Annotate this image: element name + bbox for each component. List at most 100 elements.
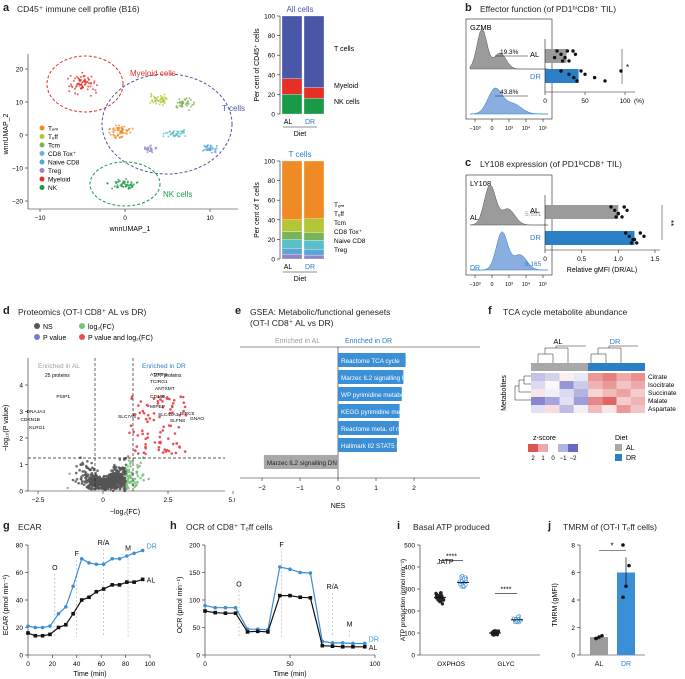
umap-dot — [154, 147, 157, 150]
series-label-al: AL — [369, 645, 378, 652]
atp-point — [434, 591, 438, 596]
series-point-al — [71, 611, 75, 616]
hbar-point — [552, 55, 557, 60]
gsea-x-tick-label: 0 — [336, 485, 340, 492]
umap-dot — [174, 134, 177, 137]
volcano-point — [104, 477, 108, 481]
umap-legend-dot — [39, 185, 45, 190]
series-point-dr — [79, 556, 84, 561]
y-tick-label: 60 — [268, 53, 276, 60]
volcano-point — [127, 470, 131, 473]
volcano-point — [167, 449, 171, 453]
volcano-point — [94, 480, 98, 484]
series-point-dr — [278, 565, 282, 569]
volcano-point — [136, 452, 140, 455]
injection-label: O — [52, 565, 58, 572]
umap-dot — [205, 148, 208, 151]
heatmap-cell — [531, 397, 546, 405]
volcano-point — [152, 397, 156, 400]
umap-dot — [172, 131, 175, 134]
zscore-swatch — [548, 444, 558, 452]
ly108-histogram-al — [469, 184, 548, 226]
diet-legend-al-swatch — [615, 444, 622, 451]
c-sig: ** — [666, 220, 675, 226]
zscore-swatch — [558, 444, 568, 452]
umap-x-tick-label: 0 — [123, 215, 127, 222]
gene-label: SLC7A5 — [118, 414, 136, 420]
heatmap-group-al: AL — [553, 337, 562, 346]
gsea-bar — [338, 387, 402, 401]
umap-dot — [118, 136, 121, 139]
ly108-marker-label: LY108 — [470, 179, 491, 188]
volcano-point — [142, 479, 145, 482]
legend-pval-dot — [34, 334, 40, 340]
allcells-group-dr: DR — [305, 119, 315, 126]
series-point-al — [278, 593, 282, 598]
umap-dot — [119, 184, 122, 187]
umap-legend-dot — [39, 168, 45, 173]
volcano-x-tick-label: 2.5 — [163, 497, 172, 504]
stacked-segment-treg — [303, 254, 325, 260]
volcano-point — [167, 437, 170, 440]
legend-pval: P value — [43, 335, 66, 342]
volcano-point — [162, 425, 165, 429]
volcano-point — [80, 463, 83, 467]
volcano-point — [133, 449, 137, 452]
panel-label-a: a — [3, 2, 10, 14]
hbar-x-tick-label: 100 — [620, 98, 631, 105]
volcano-point — [80, 480, 84, 483]
hbar-point — [579, 69, 583, 73]
volcano-point — [146, 404, 150, 408]
umap-dot — [93, 80, 96, 83]
tca-heatmap: AL DR CitrateIsocitrateSuccinateMalateAs… — [501, 337, 677, 462]
x-tick-label: 50 — [286, 661, 294, 668]
umap-y-ticks: 20 10 0 −10 −20 — [12, 67, 28, 206]
heatmap-cell — [616, 397, 631, 405]
gsea-bar-label: Marzec IL2 signalling DN — [267, 460, 337, 467]
volcano-point — [141, 473, 145, 476]
gsea-x-tick-label: 2 — [412, 485, 416, 492]
ly108-histogram-dr — [470, 231, 548, 271]
umap-dot — [164, 132, 167, 135]
volcano-point — [152, 418, 156, 422]
umap-dot — [151, 99, 153, 102]
umap-dot — [70, 83, 72, 86]
gzmb-x-ticks: −10³ 0 10³ 10⁴ 10⁵ — [469, 119, 547, 132]
volcano-point — [171, 411, 174, 414]
umap-x-ticks: −10 0 10 — [34, 209, 214, 222]
hbar-point — [638, 231, 642, 235]
volcano-point — [137, 404, 140, 407]
heatmap-row-label: Succinate — [648, 390, 677, 397]
hbar-x-tick-label: 50 — [581, 98, 589, 105]
gsea-header-al: Enriched in AL — [275, 338, 320, 345]
tmrm-point — [624, 584, 628, 589]
y-tick-label: 200 — [189, 543, 200, 550]
volcano-point — [138, 464, 141, 468]
volcano-point — [177, 425, 181, 429]
volcano-point — [130, 471, 133, 474]
hist-x-tick-label: −10³ — [469, 282, 480, 288]
volcano-y-tick-label: 2 — [19, 436, 23, 443]
volcano-point — [139, 476, 142, 480]
umap-dot — [162, 132, 165, 135]
umap-dot — [115, 127, 118, 130]
volcano-y-tick-label: 4 — [19, 383, 23, 390]
gsea-bar — [263, 455, 338, 469]
umap-dot — [155, 98, 158, 101]
gsea-x-tick-label: 1 — [374, 485, 378, 492]
heatmap-row-label: Citrate — [648, 374, 668, 381]
umap-dot — [108, 127, 111, 130]
umap-dot — [184, 99, 187, 101]
tmrm-plot: 0 2 4 6 8 AL DR * — [571, 542, 645, 668]
zscore-tick: 1 — [541, 456, 545, 462]
volcano-point — [182, 409, 185, 413]
umap-legend-dot — [39, 176, 45, 182]
tcells-legend-label: Tₑₘ — [334, 202, 344, 209]
volcano-point — [109, 473, 113, 477]
ecar-plot: 0 20 40 60 80 0 20 40 60 80 100 O F R/A M DR AL — [16, 540, 157, 668]
umap-dot — [215, 145, 218, 147]
umap-dot — [68, 85, 71, 88]
gsea-bar-label: Reactome TCA cycle — [341, 358, 400, 365]
volcano-point — [104, 483, 108, 486]
hbar-x-tick-label: 1.0 — [614, 256, 623, 263]
